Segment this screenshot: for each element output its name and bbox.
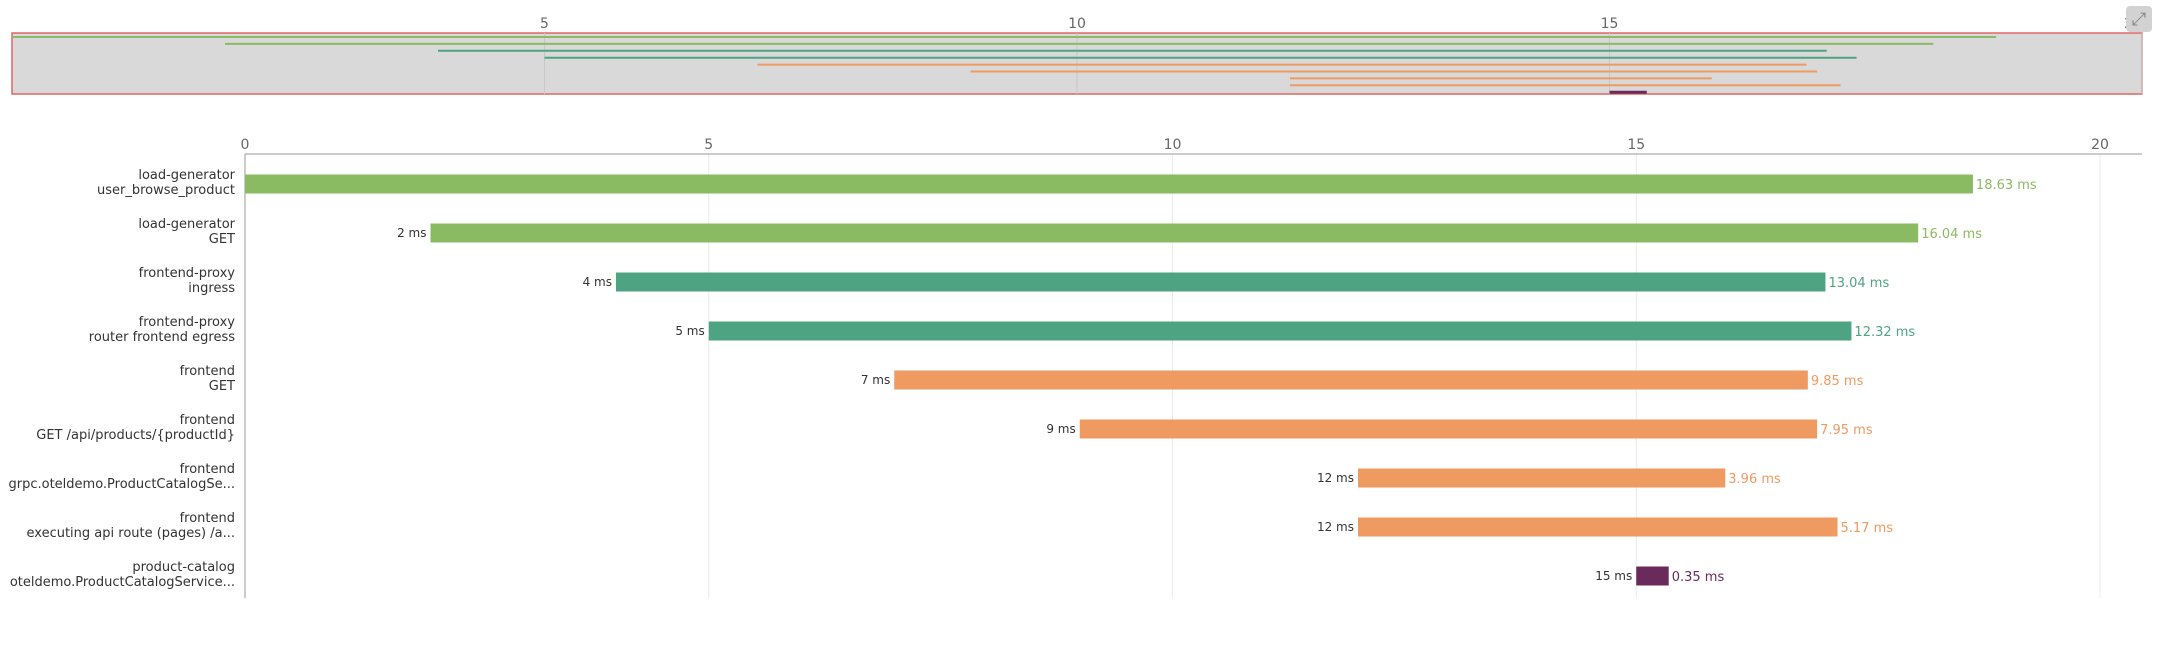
minimap-tick-label: 10 xyxy=(1068,16,1086,32)
minimap-tick-label: 5 xyxy=(540,16,549,32)
span-service-label: frontend xyxy=(180,413,235,428)
span-start-label: 4 ms xyxy=(583,275,612,289)
span-start-label: 12 ms xyxy=(1317,520,1354,534)
expand-icon: ⤢ xyxy=(2131,8,2147,30)
span-service-label: frontend-proxy xyxy=(139,266,236,281)
span-start-label: 15 ms xyxy=(1595,569,1632,583)
span-duration-label: 0.35 ms xyxy=(1672,570,1725,585)
span-service-label: load-generator xyxy=(138,168,235,183)
span-bar[interactable] xyxy=(708,321,1852,341)
span-start-label: 7 ms xyxy=(861,373,890,387)
span-duration-label: 12.32 ms xyxy=(1854,325,1915,340)
span-start-label: 12 ms xyxy=(1317,471,1354,485)
expand-button[interactable]: ⤢ xyxy=(2126,6,2152,32)
span-operation-label: user_browse_product xyxy=(97,183,235,198)
span-bar[interactable] xyxy=(430,223,1919,243)
span-bar[interactable] xyxy=(245,174,1973,194)
span-service-label: frontend-proxy xyxy=(139,315,236,330)
x-tick-label: 10 xyxy=(1164,137,1182,153)
span-service-label: frontend xyxy=(180,364,235,379)
span-operation-label: GET xyxy=(209,232,235,247)
span-service-label: frontend xyxy=(180,511,235,526)
span-bar[interactable] xyxy=(1636,566,1669,586)
span-operation-label: GET /api/products/{productId} xyxy=(36,428,235,443)
span-duration-label: 16.04 ms xyxy=(1921,227,1982,242)
span-operation-label: grpc.oteldemo.ProductCatalogSe... xyxy=(9,477,236,492)
span-operation-label: executing api route (pages) /a... xyxy=(27,526,235,541)
x-tick-label: 0 xyxy=(241,137,250,153)
span-service-label: frontend xyxy=(180,462,235,477)
span-duration-label: 3.96 ms xyxy=(1728,472,1781,487)
span-service-label: load-generator xyxy=(138,217,235,232)
span-row[interactable]: frontendgrpc.oteldemo.ProductCatalogSe..… xyxy=(9,462,1782,492)
x-tick-label: 15 xyxy=(1627,137,1645,153)
span-bar[interactable] xyxy=(616,272,1826,292)
span-row[interactable]: product-catalogoteldemo.ProductCatalogSe… xyxy=(10,560,1725,590)
span-start-label: 2 ms xyxy=(397,226,426,240)
span-operation-label: router frontend egress xyxy=(89,330,235,345)
span-duration-label: 13.04 ms xyxy=(1828,276,1889,291)
span-bar[interactable] xyxy=(894,370,1808,390)
x-tick-label: 20 xyxy=(2091,137,2109,153)
span-bar[interactable] xyxy=(1358,517,1838,537)
minimap-tick-label: 15 xyxy=(1601,16,1619,32)
span-operation-label: ingress xyxy=(188,281,235,296)
span-bar[interactable] xyxy=(1079,419,1818,439)
span-duration-label: 9.85 ms xyxy=(1811,374,1864,389)
span-duration-label: 18.63 ms xyxy=(1976,178,2037,193)
span-operation-label: oteldemo.ProductCatalogService... xyxy=(10,575,235,590)
x-tick-label: 5 xyxy=(704,137,713,153)
span-service-label: product-catalog xyxy=(132,560,235,575)
span-start-label: 9 ms xyxy=(1046,422,1075,436)
span-duration-label: 5.17 ms xyxy=(1841,521,1894,536)
span-bar[interactable] xyxy=(1358,468,1726,488)
span-duration-label: 7.95 ms xyxy=(1820,423,1873,438)
span-operation-label: GET xyxy=(209,379,235,394)
span-start-label: 5 ms xyxy=(675,324,704,338)
